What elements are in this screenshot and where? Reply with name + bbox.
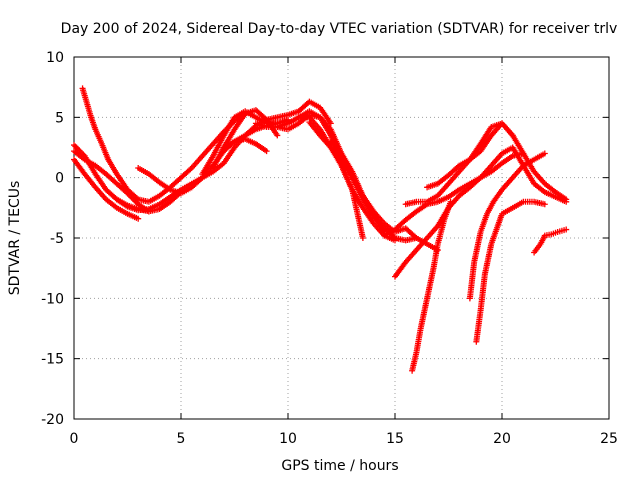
data-marker (133, 195, 140, 202)
series-arc-21 (473, 198, 548, 345)
series-arc-2 (71, 148, 152, 215)
x-tick-label: 15 (386, 431, 404, 447)
data-marker (187, 166, 194, 173)
y-tick-label: -5 (50, 231, 64, 247)
y-tick-label: -20 (41, 412, 64, 428)
data-marker (412, 233, 419, 240)
y-axis-ticks: -20 -15 -10 -5 0 5 10 (41, 50, 609, 428)
data-point (447, 198, 454, 205)
data-marker (198, 175, 205, 182)
data-point (563, 196, 570, 203)
y-tick-label: 5 (55, 110, 64, 126)
series-arc-14 (327, 138, 388, 235)
series-arc-20 (466, 150, 548, 302)
y-axis-label: SDTVAR / TECUs (7, 181, 23, 296)
x-tick-label: 25 (600, 431, 618, 447)
data-point (135, 215, 142, 222)
data-point (563, 226, 570, 233)
data-marker (251, 123, 258, 130)
data-point (541, 150, 548, 157)
data-point (359, 235, 366, 241)
data-point (274, 132, 281, 139)
series-arc-15 (381, 150, 527, 239)
data-marker (476, 175, 483, 182)
data-point (327, 120, 334, 127)
series-arc-9 (220, 98, 334, 151)
x-axis-label: GPS time / hours (281, 458, 398, 474)
y-tick-label: 0 (55, 171, 64, 187)
x-tick-label: 20 (493, 431, 511, 447)
series-arc-22 (531, 226, 570, 256)
x-tick-label: 10 (279, 431, 297, 447)
data-point (541, 201, 548, 208)
series-arc-19 (409, 198, 454, 374)
y-tick-label: 10 (46, 50, 64, 66)
x-axis-ticks: 0 5 10 15 20 25 (70, 57, 618, 447)
y-tick-label: -15 (41, 352, 64, 368)
series-arc-6 (135, 136, 270, 197)
x-tick-label: 0 (70, 431, 79, 447)
data-point (263, 148, 270, 155)
x-tick-label: 5 (177, 431, 186, 447)
series-arc-3 (71, 156, 142, 222)
y-tick-label: -10 (41, 291, 64, 307)
series-arc-8 (210, 107, 281, 172)
data-marker (390, 233, 397, 240)
chart-title: Day 200 of 2024, Sidereal Day-to-day VTE… (61, 21, 618, 37)
data-marker (454, 163, 461, 170)
grid-lines (74, 57, 609, 419)
series-arc-10 (252, 108, 398, 244)
data-points (71, 85, 570, 374)
